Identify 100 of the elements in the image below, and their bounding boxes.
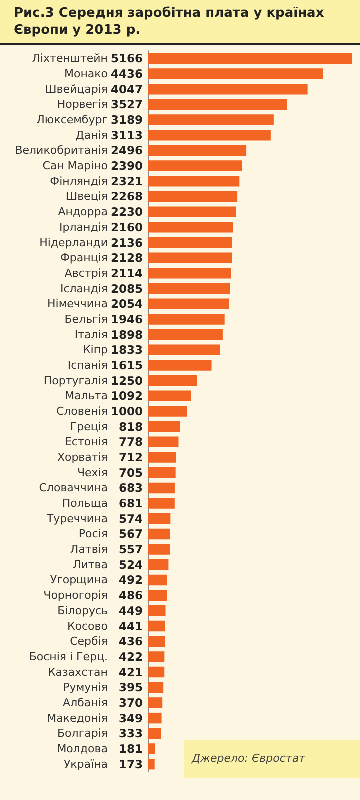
y-tick-label: Данія [76, 128, 108, 142]
bar [148, 712, 162, 724]
bar [148, 728, 162, 740]
bar [148, 744, 156, 754]
bar [148, 114, 274, 126]
bar [148, 590, 168, 601]
bar [148, 498, 175, 509]
y-tick-label: Португалія [44, 374, 108, 388]
y-tick-label: Австрія [64, 266, 108, 280]
data-label: 681 [118, 496, 143, 511]
bar [148, 620, 166, 632]
y-tick-label: Росія [78, 528, 108, 541]
bar [148, 375, 198, 386]
bar [148, 758, 155, 770]
bar [148, 130, 271, 141]
y-tick-label: Туреччина [46, 512, 108, 526]
bar [148, 222, 234, 233]
y-tick-label: Естонія [64, 436, 108, 449]
data-label: 567 [118, 527, 143, 542]
bar [148, 237, 232, 248]
bar [148, 206, 236, 218]
data-label: 181 [118, 742, 143, 756]
data-label: 449 [118, 604, 143, 618]
y-tick-label: Косово [67, 620, 108, 633]
bar [148, 636, 166, 647]
data-label: 3113 [110, 128, 143, 142]
data-label: 3189 [110, 113, 143, 128]
data-label: 1615 [110, 358, 143, 372]
y-tick-label: Румунія [63, 681, 108, 694]
y-tick-label: Боснія і Герц. [29, 650, 108, 664]
data-label: 2321 [110, 174, 143, 188]
data-label: 4047 [110, 82, 143, 96]
y-tick-label: Ірландія [60, 220, 108, 234]
data-label: 441 [118, 619, 143, 634]
y-tick-label: Франція [60, 252, 108, 265]
bar [148, 191, 238, 202]
data-label: 333 [118, 726, 143, 741]
data-label: 395 [118, 680, 143, 695]
y-tick-label: Великобританія [15, 144, 108, 158]
data-label: 1250 [110, 374, 143, 388]
data-label: 557 [118, 542, 143, 557]
data-label: 2054 [110, 297, 143, 312]
bar [148, 145, 247, 156]
data-label: 486 [118, 588, 143, 603]
data-label: 422 [118, 650, 143, 664]
bar [148, 528, 170, 540]
y-tick-label: Мальта [65, 390, 108, 403]
y-tick-label: Німеччина [48, 298, 108, 311]
y-tick-label: Ліхтенштейн [32, 52, 108, 66]
bar [148, 482, 175, 494]
data-label: 370 [118, 696, 143, 710]
y-tick-label: Польща [62, 497, 108, 510]
data-label: 2230 [110, 205, 143, 220]
bar [148, 666, 165, 678]
y-tick-label: Литва [72, 558, 108, 572]
y-tick-label: Монако [64, 68, 108, 81]
bar [148, 682, 164, 693]
y-tick-label: Словенія [56, 405, 108, 418]
data-label: 3527 [110, 98, 143, 112]
data-label: 2128 [110, 251, 143, 266]
data-label: 1092 [110, 389, 143, 404]
source-note: Джерело: Євростат [184, 740, 360, 778]
y-tick-label: Бельгія [64, 312, 108, 326]
bar [148, 560, 169, 570]
data-label: 349 [118, 711, 143, 726]
y-tick-label: Нідерланди [40, 236, 108, 250]
data-label: 683 [118, 481, 143, 496]
data-label: 574 [118, 512, 143, 526]
chart-title: Рис.3 Середня заробітна плата у країнах Європи у 2013 р. [0, 0, 360, 45]
y-tick-label: Чорногорія [44, 589, 108, 602]
data-label: 1000 [110, 404, 143, 418]
bar [148, 390, 192, 402]
bar [148, 452, 176, 463]
y-tick-label: Болгарія [58, 727, 108, 740]
data-label: 712 [118, 450, 143, 465]
y-tick-label: Словаччина [39, 482, 108, 495]
y-tick-label: Латвія [70, 543, 108, 556]
data-label: 705 [118, 466, 143, 480]
data-label: 778 [118, 435, 143, 450]
bar [148, 514, 171, 524]
bar [148, 298, 230, 310]
bar [148, 68, 324, 80]
bar [148, 421, 180, 432]
data-label: 2268 [110, 190, 143, 204]
data-label: 2160 [110, 220, 143, 234]
y-tick-label: Сан Маріно [42, 160, 108, 173]
data-label: 524 [118, 558, 143, 572]
y-tick-label: Україна [64, 758, 108, 771]
bar [148, 574, 168, 586]
bar [148, 160, 242, 172]
y-tick-label: Македонія [47, 712, 108, 725]
y-tick-label: Угорщина [50, 574, 108, 587]
bar [148, 283, 230, 294]
data-label: 5166 [110, 52, 143, 66]
bar [148, 99, 288, 110]
y-tick-label: Іспанія [68, 358, 108, 372]
y-tick-label: Кіпр [82, 344, 108, 357]
bar [148, 344, 220, 356]
data-label: 421 [118, 665, 143, 680]
bar [148, 360, 212, 371]
